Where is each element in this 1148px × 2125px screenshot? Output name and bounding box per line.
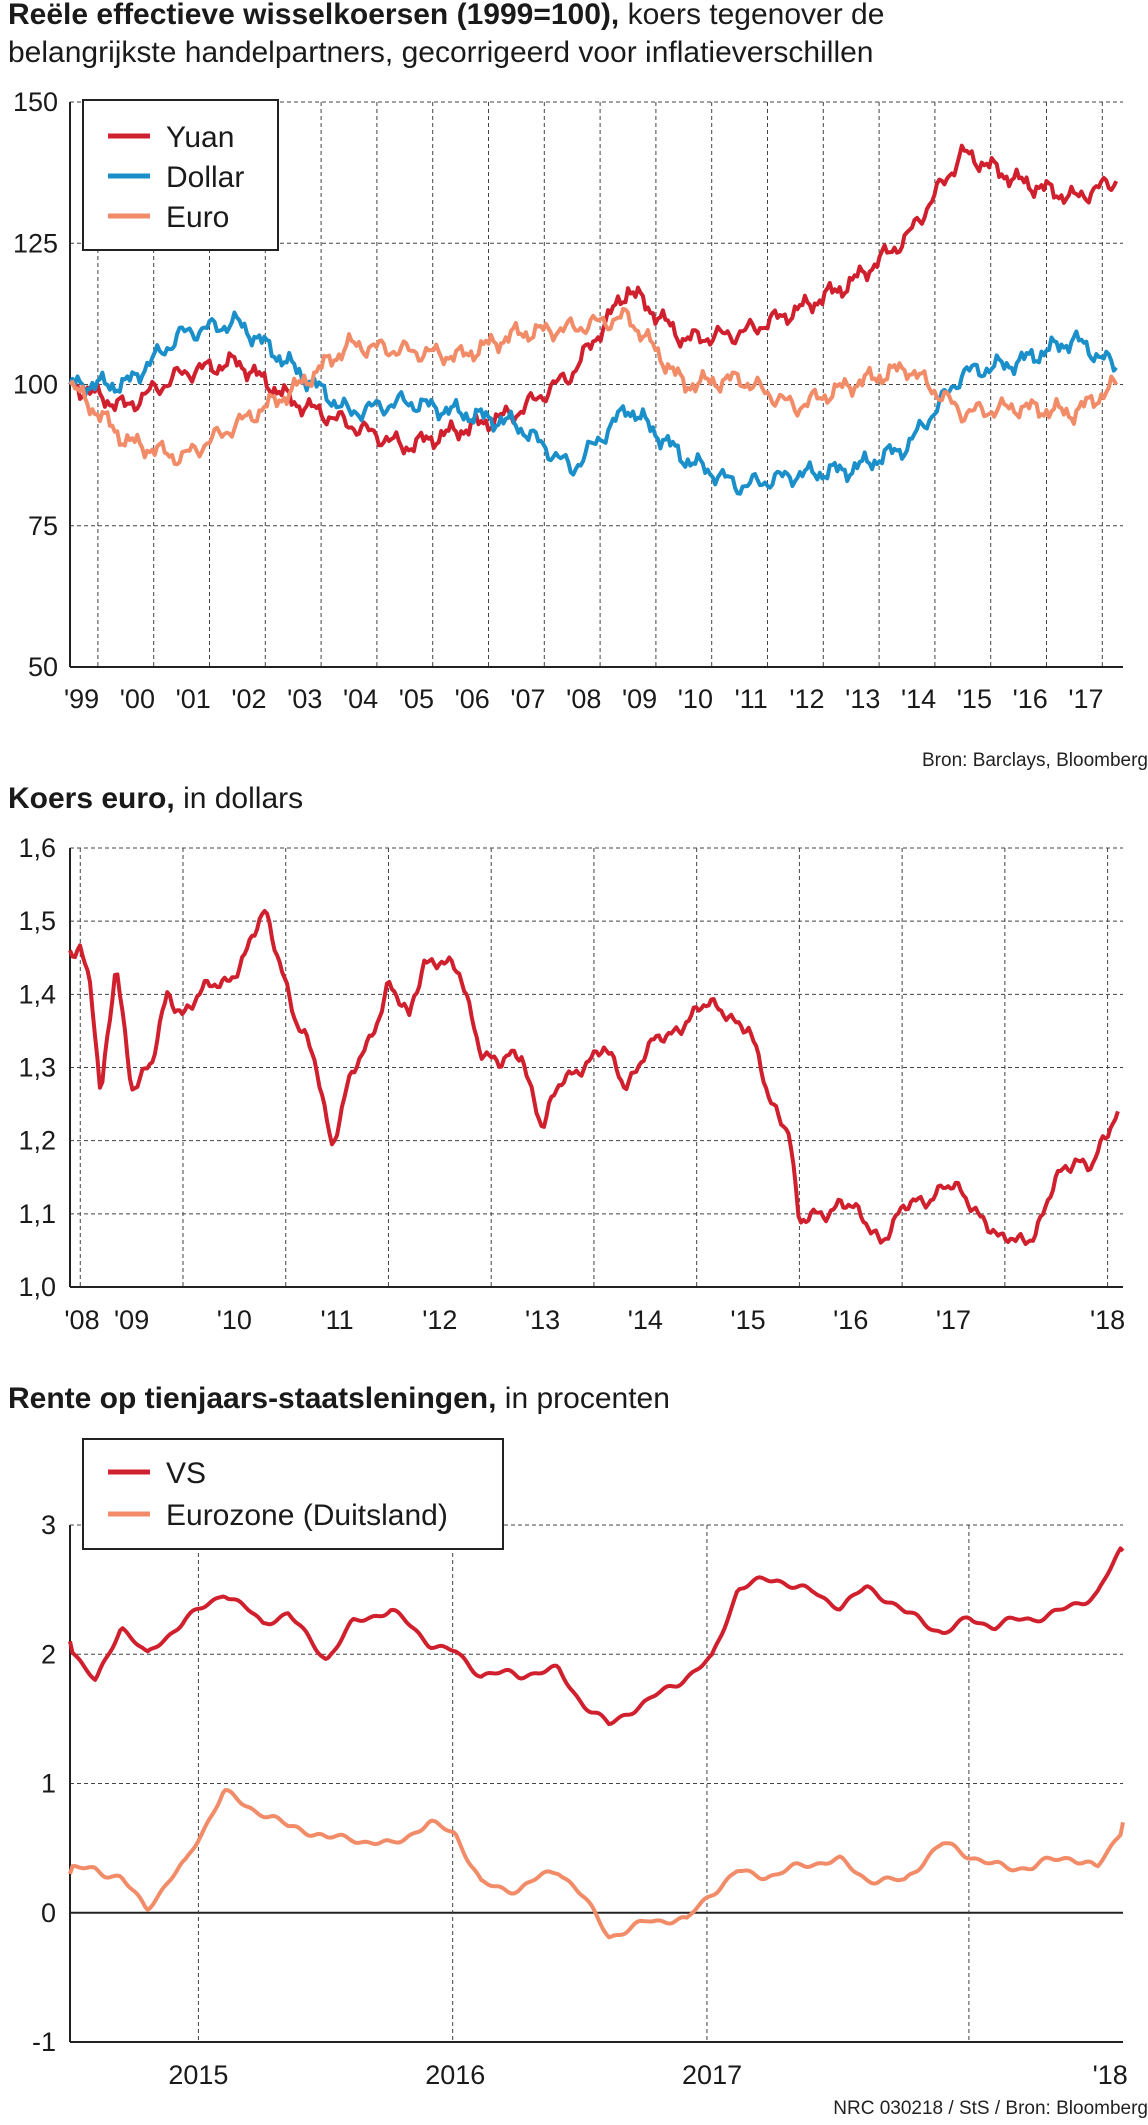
chart2-xtick-label: '11 [321,1305,354,1335]
chart1-ytick-label: 150 [13,87,58,117]
chart1-xtick-label: '17 [1068,684,1103,714]
chart3-xtick-label: '18 [1093,2060,1128,2090]
chart1-legend-label: Yuan [166,121,234,154]
chart1-series-line-dollar [68,310,1118,496]
chart3-svg: 3 2 1 0 -1 2015 2016 2017 '18 VS Eurozone (Duitsla… [32,1438,1128,2090]
chart1-xtick-label: '07 [510,684,545,714]
chart3-legend-label: VS [166,1457,206,1490]
chart2-series-line [68,909,1120,1246]
chart1-xtick-label: '09 [622,684,657,714]
chart3-title: Rente op tienjaars-staatsleningen, [8,1382,497,1415]
chart2-xtick-label: '16 [833,1305,868,1335]
chart1-svg: 150 125 100 75 50'99 '00 '01 '02 '03 '04 '05 '06 '07… [13,87,1123,714]
chart1-xtick-label: '00 [120,684,155,714]
chart1-xtick-label: '04 [343,684,378,714]
chart1-xtick-label: '12 [789,684,824,714]
chart1-xtick-label: '06 [455,684,490,714]
chart3-xtick-label: 2015 [168,2060,228,2090]
chart1-xtick-label: '03 [287,684,322,714]
chart1-title-line1: Reële effectieve wisselkoersen (1999=100… [8,0,884,34]
chart2-xtick-label: '09 [114,1305,149,1335]
chart1-series-line-yuan [68,143,1119,456]
chart3-ytick-label: -1 [32,2027,56,2057]
chart1-subtitle-line1: koers tegenover de [627,0,885,31]
chart3-xtick-label: 2016 [425,2060,485,2090]
chart3-ytick-label: 1 [41,1769,56,1799]
chart1-xtick-label: '11 [735,684,768,714]
chart1-xtick-label: '15 [957,684,992,714]
chart3-series-line-0 [68,1546,1125,1727]
chart1-xtick-label: '99 [64,684,99,714]
chart3-series-line-1 [68,1788,1125,1940]
chart1-xtick-label: '01 [176,684,211,714]
chart1-xtick-label: '16 [1013,684,1048,714]
chart2-xtick-label: '15 [730,1305,765,1335]
chart1-ytick-label: 75 [28,511,58,541]
chart1-xtick-label: '13 [845,684,880,714]
chart2-xtick-label: '14 [628,1305,663,1335]
chart1-xtick-label: '05 [399,684,434,714]
chart3-title-line: Rente op tienjaars-staatsleningen, in pr… [8,1380,670,1418]
chart1-subtitle-line2: belangrijkste handelpartners, gecorrigee… [8,36,874,69]
chart1-xtick-label: '14 [901,684,936,714]
chart3-xtick-label: 2017 [682,2060,742,2090]
chart1-title: Reële effectieve wisselkoersen (1999=100… [8,0,620,31]
chart2-ytick-label: 1,0 [18,1272,56,1302]
chart1-xtick-label: '10 [678,684,713,714]
chart2-ytick-label: 1,4 [18,979,56,1009]
chart1-legend-label: Euro [166,201,229,234]
chart2-ytick-label: 1,5 [18,906,56,936]
chart3-ytick-label: 3 [41,1510,56,1540]
chart3-legend-label: Eurozone (Duitsland) [166,1499,448,1532]
chart2-ytick-label: 1,6 [18,833,56,863]
chart2-xtick-label: '13 [525,1305,560,1335]
chart2-ytick-label: 1,1 [18,1199,56,1229]
chart1-xtick-label: '02 [231,684,266,714]
chart1-ytick-label: 50 [28,652,58,682]
chart2-xtick-label: '18 [1090,1305,1125,1335]
chart2-xtick-label: '12 [422,1305,457,1335]
chart2-ytick-label: 1,2 [18,1126,56,1156]
chart1-source: Bron: Barclays, Bloomberg [922,750,1148,771]
chart2-title: Koers euro, [8,782,175,815]
chart3-subtitle: in procenten [504,1382,670,1415]
chart3-legend-box [82,1438,504,1550]
chart1-ytick-label: 100 [13,370,58,400]
chart2-xtick-label: '17 [936,1305,971,1335]
chart2-xtick-label: '08 [64,1305,99,1335]
chart2-subtitle: in dollars [183,782,304,815]
chart1-ytick-label: 125 [13,228,58,258]
chart3-ytick-label: 0 [41,1898,56,1928]
chart2-svg: 1,6 1,5 1,4 1,3 1,2 1,1 1,0 '08 '09 '10 '11 '12 '13 '… [18,833,1125,1335]
chart1-xtick-label: '08 [566,684,601,714]
chart2-ytick-label: 1,3 [18,1053,56,1083]
chart3-ytick-label: 2 [41,1639,56,1669]
chart2-xtick-label: '10 [217,1305,252,1335]
chart1-series-line-euro [68,306,1119,467]
chart1-legend-label: Dollar [166,161,244,194]
chart2-title-line: Koers euro, in dollars [8,780,303,818]
chart3-source: NRC 030218 / StS / Bron: Bloomberg [833,2098,1148,2119]
